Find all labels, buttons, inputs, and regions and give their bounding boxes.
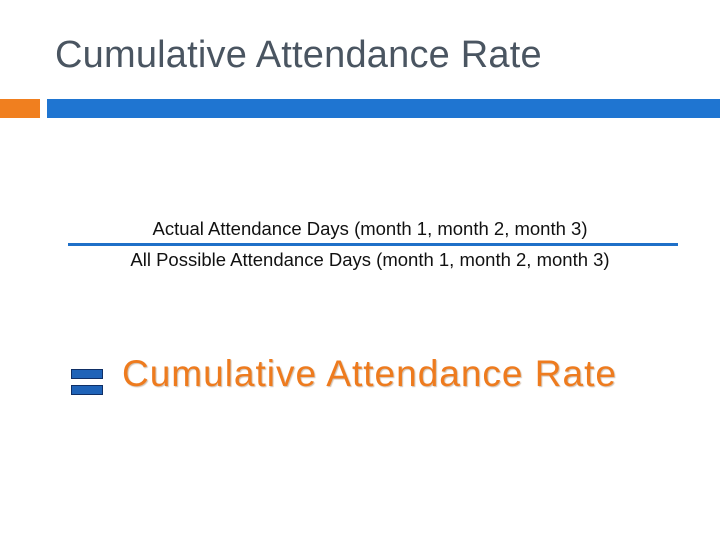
formula-fraction: Actual Attendance Days (month 1, month 2…: [60, 215, 680, 274]
fraction-line: [68, 243, 678, 246]
equals-bar-bottom: [71, 385, 103, 395]
formula-result: Cumulative Attendance Rate: [122, 353, 617, 394]
accent-bar-blue: [47, 99, 720, 118]
equals-sign-icon: [71, 369, 103, 396]
accent-bar-orange: [0, 99, 40, 118]
formula-denominator: All Possible Attendance Days (month 1, m…: [130, 249, 610, 270]
slide-title: Cumulative Attendance Rate: [55, 34, 542, 76]
equals-bar-top: [71, 369, 103, 379]
formula-numerator: Actual Attendance Days (month 1, month 2…: [152, 218, 588, 239]
